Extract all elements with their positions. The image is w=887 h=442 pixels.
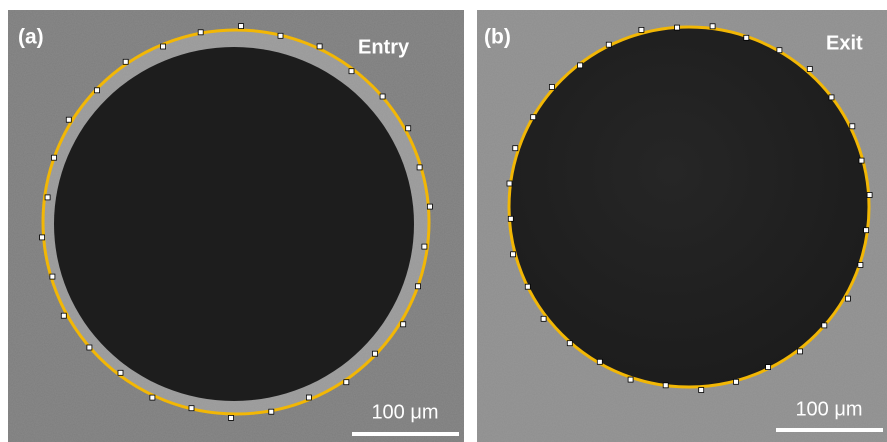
edge-point bbox=[40, 235, 45, 240]
edge-point bbox=[744, 35, 749, 40]
edge-point bbox=[511, 252, 516, 257]
edge-point bbox=[850, 124, 855, 129]
hole bbox=[54, 47, 414, 401]
edge-point bbox=[513, 146, 518, 151]
panel-title: Exit bbox=[826, 32, 863, 54]
edge-point bbox=[66, 117, 71, 122]
scale-bar bbox=[352, 432, 459, 436]
edge-point bbox=[710, 24, 715, 29]
edge-point bbox=[50, 274, 55, 279]
edge-point bbox=[344, 380, 349, 385]
edge-point bbox=[699, 388, 704, 393]
edge-point bbox=[628, 377, 633, 382]
edge-point bbox=[417, 165, 422, 170]
edge-point bbox=[380, 94, 385, 99]
edge-point bbox=[798, 349, 803, 354]
edge-point bbox=[606, 42, 611, 47]
edge-point bbox=[639, 27, 644, 32]
scale-bar bbox=[776, 428, 883, 432]
edge-point bbox=[734, 379, 739, 384]
edge-point bbox=[427, 204, 432, 209]
edge-point bbox=[567, 341, 572, 346]
edge-point bbox=[95, 88, 100, 93]
panel-b: (b) Exit 100 μm bbox=[477, 10, 887, 442]
edge-point bbox=[269, 409, 274, 414]
edge-point bbox=[150, 395, 155, 400]
edge-point bbox=[401, 322, 406, 327]
edge-point bbox=[45, 195, 50, 200]
scale-bar-label: 100 μm bbox=[795, 398, 862, 420]
edge-point bbox=[422, 244, 427, 249]
edge-point bbox=[858, 263, 863, 268]
hole bbox=[509, 27, 869, 387]
edge-point bbox=[349, 69, 354, 74]
edge-point bbox=[416, 284, 421, 289]
edge-point bbox=[373, 351, 378, 356]
edge-point bbox=[317, 44, 322, 49]
edge-point bbox=[859, 158, 864, 163]
edge-point bbox=[531, 115, 536, 120]
edge-point bbox=[541, 316, 546, 321]
edge-point bbox=[845, 296, 850, 301]
edge-point bbox=[766, 365, 771, 370]
edge-point bbox=[87, 345, 92, 350]
panel-title: Entry bbox=[358, 36, 410, 58]
edge-point bbox=[777, 48, 782, 53]
scale-bar-label: 100 μm bbox=[371, 401, 438, 423]
edge-point bbox=[161, 44, 166, 49]
panel-label: (a) bbox=[18, 26, 44, 49]
edge-point bbox=[549, 85, 554, 90]
edge-point bbox=[508, 216, 513, 221]
edge-point bbox=[406, 126, 411, 131]
edge-point bbox=[864, 228, 869, 233]
edge-point bbox=[118, 370, 123, 375]
edge-point bbox=[525, 284, 530, 289]
panel-label: (b) bbox=[484, 26, 511, 49]
edge-point bbox=[189, 406, 194, 411]
edge-point bbox=[123, 59, 128, 64]
edge-point bbox=[306, 395, 311, 400]
edge-point bbox=[829, 95, 834, 100]
edge-point bbox=[61, 313, 66, 318]
edge-point bbox=[239, 24, 244, 29]
edge-point bbox=[278, 33, 283, 38]
edge-point bbox=[597, 359, 602, 364]
edge-point bbox=[822, 323, 827, 328]
edge-point bbox=[663, 383, 668, 388]
edge-point bbox=[52, 155, 57, 160]
edge-point bbox=[867, 193, 872, 198]
edge-point bbox=[507, 181, 512, 186]
edge-point bbox=[807, 67, 812, 72]
edge-point bbox=[229, 415, 234, 420]
edge-point bbox=[578, 63, 583, 68]
edge-point bbox=[675, 25, 680, 30]
edge-point bbox=[198, 30, 203, 35]
panel-a: (a) Entry 100 μm bbox=[8, 10, 464, 442]
figure: (a) Entry 100 μm (b) Exit 100 μm bbox=[0, 0, 887, 442]
